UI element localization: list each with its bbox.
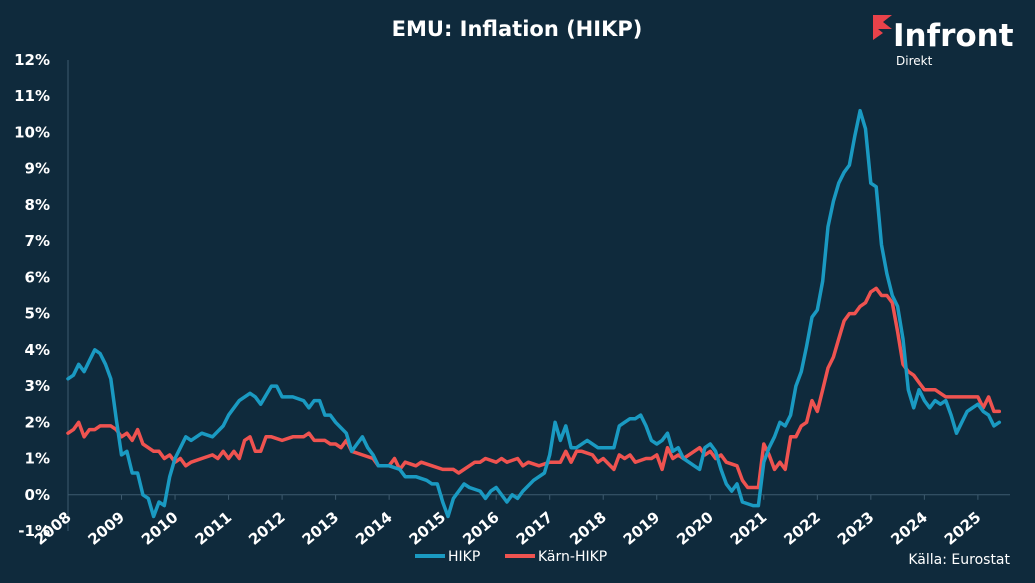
x-tick-label: 2025 [941, 508, 985, 549]
x-tick-label: 2021 [727, 508, 771, 549]
infront-logo-icon [873, 15, 892, 40]
y-tick-label: 3% [25, 377, 50, 395]
x-tick-label: 2014 [352, 508, 396, 549]
x-tick-label: 2019 [620, 508, 664, 549]
logo-subtitle: Direkt [896, 54, 933, 68]
x-axis: 2008 2009 2010 2011 2012 2013 2014 2015 2016 2017… [31, 494, 1010, 549]
y-tick-label: -1% [18, 522, 50, 540]
x-tick-label: 2016 [459, 508, 503, 549]
x-tick-label: 2018 [566, 508, 610, 549]
series-line-karn-hikp [66, 286, 1002, 490]
legend-label: Kärn-HIKP [538, 549, 607, 565]
x-tick-label: 2012 [245, 508, 289, 549]
x-tick-label: 2013 [299, 508, 343, 549]
series-line-hikp [66, 108, 1002, 519]
x-tick-label: 2022 [780, 508, 824, 549]
y-tick-label: 9% [25, 160, 50, 178]
series-layer [66, 108, 1002, 519]
chart-title: EMU: Inflation (HIKP) [392, 17, 643, 41]
source-note: Källa: Eurostat [908, 552, 1010, 568]
y-tick-label: 4% [25, 341, 50, 359]
x-tick-label: 2010 [138, 508, 182, 549]
y-tick-label: 1% [25, 450, 50, 468]
logo-name: Infront [893, 18, 1014, 54]
y-axis: -1% 0% 1% 2% 3% 4% 5% 6% 7% 8% 9% 10% 11% 12% [14, 51, 69, 540]
y-tick-label: 12% [14, 51, 50, 69]
x-tick-label: 2011 [192, 508, 236, 549]
brand-logo: Infront Direkt [873, 15, 1014, 68]
legend: HIKP Kärn-HIKP [415, 549, 607, 565]
y-tick-label: 0% [25, 486, 50, 504]
y-tick-label: 10% [14, 123, 50, 141]
y-tick-label: 8% [25, 196, 50, 214]
y-tick-label: 2% [25, 413, 50, 431]
x-tick-label: 2020 [673, 508, 717, 549]
x-tick-label: 2009 [85, 508, 129, 549]
x-tick-label: 2017 [513, 508, 557, 549]
y-tick-label: 7% [25, 232, 50, 250]
y-tick-label: 5% [25, 305, 50, 323]
legend-label: HIKP [448, 549, 480, 565]
x-tick-label: 2015 [406, 508, 450, 549]
x-tick-label: 2023 [834, 508, 878, 549]
x-tick-label: 2024 [887, 508, 931, 549]
y-tick-label: 6% [25, 268, 50, 286]
y-tick-label: 11% [14, 87, 50, 105]
